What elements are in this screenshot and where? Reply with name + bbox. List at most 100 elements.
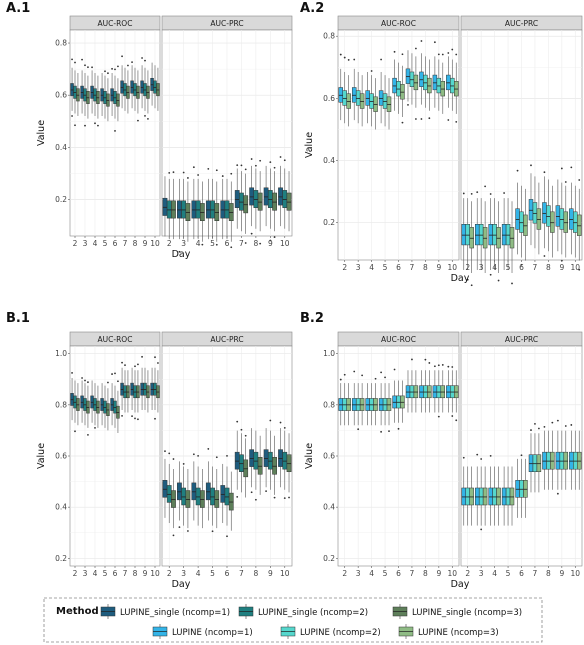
box xyxy=(214,490,220,508)
box-day-10-m1 xyxy=(278,421,283,488)
outlier xyxy=(87,381,89,384)
box-day-6-m3 xyxy=(523,188,528,261)
outlier xyxy=(230,246,233,249)
outlier xyxy=(343,56,346,59)
box-day-4-m3 xyxy=(199,181,205,246)
x-tick-label: 6 xyxy=(396,263,401,272)
outlier xyxy=(530,164,532,167)
outlier xyxy=(353,58,356,61)
outlier xyxy=(84,379,86,382)
outlier xyxy=(551,421,554,424)
outlier xyxy=(134,417,136,420)
outlier xyxy=(560,167,563,170)
x-tick-label: 10 xyxy=(571,263,581,272)
outlier xyxy=(489,454,492,457)
outlier xyxy=(131,415,133,418)
y-axis-title: Value xyxy=(36,443,47,469)
box xyxy=(278,449,283,467)
outlier xyxy=(259,159,262,162)
outlier xyxy=(117,65,119,68)
box xyxy=(559,208,565,230)
outlier xyxy=(534,422,536,425)
legend-item: LUPINE (ncomp=1) xyxy=(152,624,253,639)
box-day-10-m2 xyxy=(153,356,157,420)
outlier xyxy=(87,66,89,69)
x-tick-label: 8 xyxy=(423,569,428,578)
y-axis-title: Value xyxy=(304,443,315,469)
outlier xyxy=(201,243,204,246)
box-day-2-m3 xyxy=(346,383,351,426)
outlier xyxy=(117,380,119,383)
outlier xyxy=(414,47,417,50)
legend-item-label: LUPINE_single (ncomp=1) xyxy=(120,608,230,618)
x-axis-title: Day xyxy=(172,249,191,260)
legend-title: Method xyxy=(56,606,99,617)
box xyxy=(278,187,283,206)
box-day-7-m3 xyxy=(413,370,419,413)
outlier xyxy=(470,192,473,195)
box-day-4-m1 xyxy=(488,454,493,526)
x-tick-label: 9 xyxy=(143,569,148,578)
box-day-8-m3 xyxy=(550,185,555,258)
outlier xyxy=(428,117,431,120)
outlier xyxy=(273,236,276,238)
outlier xyxy=(520,263,523,266)
box xyxy=(228,203,234,221)
outlier xyxy=(172,534,175,537)
y-tick-label: 0.8 xyxy=(323,400,335,409)
box-day-6-m3 xyxy=(400,380,405,423)
box xyxy=(181,200,187,219)
box xyxy=(536,208,542,230)
outlier xyxy=(530,429,532,431)
outlier xyxy=(447,365,450,368)
box-day-6-m2 xyxy=(113,68,117,132)
box-day-3-m3 xyxy=(86,66,90,119)
outlier xyxy=(433,365,436,368)
box xyxy=(542,202,547,224)
y-tick-label: 0.8 xyxy=(55,39,67,48)
outlier xyxy=(407,103,409,106)
box-day-8-m2 xyxy=(253,430,259,501)
box-day-8-m3 xyxy=(257,435,263,495)
outlier xyxy=(137,363,139,366)
facet-auc-prc: AUC-PRC 2 3 4 5 6 7 8 9 10 xyxy=(460,331,583,578)
outlier xyxy=(107,72,109,75)
x-tick-label: 9 xyxy=(268,239,273,248)
outlier xyxy=(164,450,166,453)
x-tick-label: 5 xyxy=(506,569,511,578)
box-day-3-m3 xyxy=(359,75,365,127)
outlier xyxy=(279,421,282,424)
x-tick-label: 8 xyxy=(133,569,138,578)
box-day-10-m2 xyxy=(153,65,157,109)
outlier xyxy=(357,428,360,431)
box xyxy=(523,214,528,236)
x-tick-label: 9 xyxy=(143,239,148,248)
box-day-8-m3 xyxy=(427,362,432,413)
outlier xyxy=(87,433,89,436)
box-day-3-m1 xyxy=(474,453,480,526)
box xyxy=(171,490,176,508)
y-tick-label: 0.6 xyxy=(323,94,335,103)
box xyxy=(478,487,484,506)
box-day-10-m1 xyxy=(446,52,451,121)
box-day-4-m1 xyxy=(90,66,94,114)
x-tick-label: 10 xyxy=(150,239,160,248)
outlier xyxy=(250,491,253,494)
outlier xyxy=(259,242,262,245)
box-day-4-m2 xyxy=(369,70,374,127)
box-day-6-m1 xyxy=(110,67,114,117)
outlier xyxy=(144,115,146,117)
box xyxy=(191,200,197,219)
outlier xyxy=(570,166,573,169)
box-day-4-m3 xyxy=(373,377,378,426)
box-day-6-m3 xyxy=(228,471,234,531)
x-tick-label: 3 xyxy=(83,569,88,578)
outlier xyxy=(269,161,272,164)
x-tick-label: 2 xyxy=(167,239,172,248)
box-day-6-m2 xyxy=(224,454,230,538)
